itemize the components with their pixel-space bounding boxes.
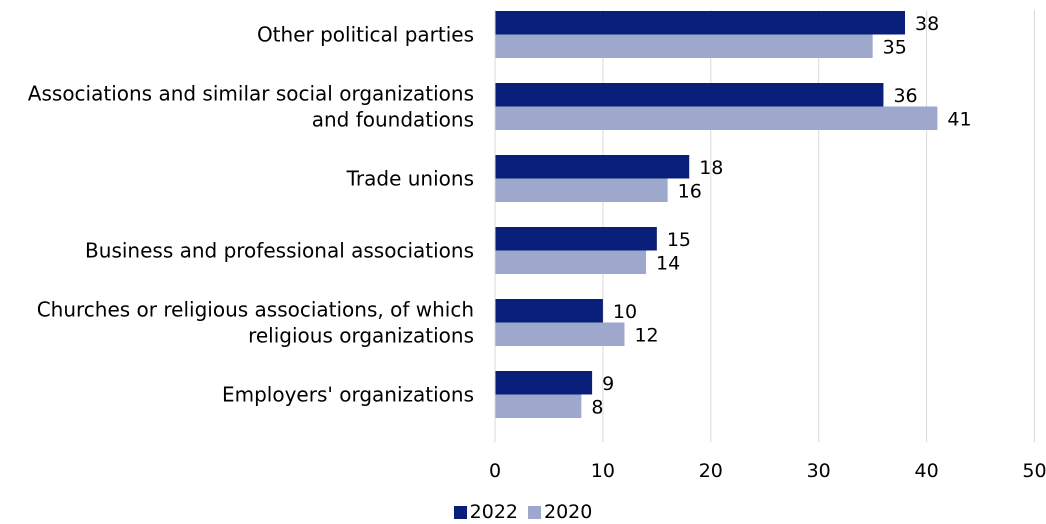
legend-swatch-2022 [453,505,467,519]
bar-2022-2 [495,155,690,179]
category-label: Other political parties [257,23,474,47]
bar-2020-2 [495,178,668,202]
category-label: Employers' organizations [222,383,474,407]
data-label-2022-0: 38 [915,13,939,35]
legend-label-2022: 2022 [469,501,518,523]
category-label: religious organizations [248,324,474,348]
data-label-2020-3: 14 [656,252,680,274]
data-label-2022-3: 15 [667,229,691,251]
data-label-2022-2: 18 [699,157,723,179]
legend-item-2022: 2022 [453,501,518,523]
category-label: and foundations [312,108,474,132]
data-label-2020-2: 16 [678,180,702,202]
x-tick-label: 20 [699,460,723,482]
bar-2020-3 [495,250,647,274]
grid-lines [602,10,1035,442]
data-label-2020-5: 8 [591,396,603,418]
data-label-2020-0: 35 [883,36,907,58]
x-tick-label: 30 [807,460,831,482]
data-label-2022-5: 9 [602,373,614,395]
data-label-2022-1: 36 [893,85,917,107]
data-label-2020-1: 41 [947,108,971,130]
bar-2022-4 [495,299,603,323]
category-label: Business and professional associations [85,239,474,263]
bar-2022-0 [495,11,906,35]
x-tick-label: 40 [915,460,939,482]
data-label-2022-4: 10 [613,301,637,323]
category-label: Associations and similar social organiza… [28,82,474,106]
x-tick-label: 0 [489,460,501,482]
bar-2022-3 [495,227,657,251]
bars [495,11,938,418]
category-label: Churches or religious associations, of w… [37,298,474,322]
data-label-2020-4: 12 [634,324,658,346]
category-labels: Other political parties Associations and … [28,23,474,407]
bar-2022-1 [495,83,884,107]
bar-2022-5 [495,371,593,395]
x-tick-label: 10 [591,460,615,482]
bar-2020-0 [495,34,873,58]
legend-label-2020: 2020 [544,501,593,523]
bar-2020-4 [495,322,625,346]
legend-item-2020: 2020 [528,501,592,523]
x-tick-label: 50 [1022,460,1046,482]
bar-2020-5 [495,394,582,418]
legend-swatch-2020 [528,505,541,519]
category-label: Trade unions [346,167,474,191]
x-axis-tick-labels: 0 10 20 30 40 50 [489,460,1046,482]
bar-2020-1 [495,106,938,130]
legend: 2022 2020 [0,500,1046,524]
